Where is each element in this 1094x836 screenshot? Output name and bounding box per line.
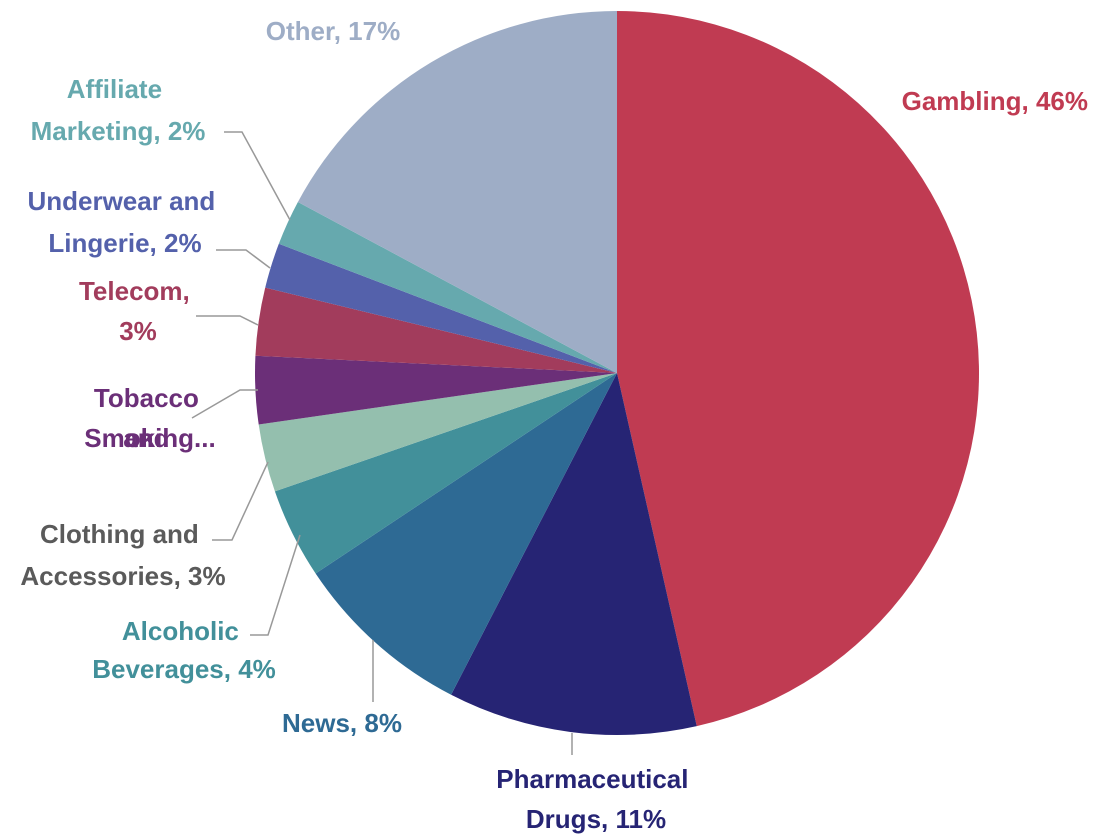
leader-line: [250, 534, 301, 636]
pie-slice: [258, 373, 617, 492]
leader-line: [224, 131, 291, 221]
pie-slice: [255, 355, 617, 425]
label-line: Accessories, 3%: [20, 561, 225, 591]
slice-label: Tobacco and Smoking...: [84, 383, 215, 453]
label-line: Underwear and: [27, 186, 222, 216]
label-line: Tobacco: [94, 383, 206, 413]
label-line: Pharmaceutical: [496, 764, 695, 794]
label-line: Other, 17%: [266, 16, 400, 46]
pie-slice: [297, 10, 617, 373]
label-line: Gambling, 46%: [902, 86, 1088, 116]
label-line: Alcoholic: [122, 616, 246, 646]
label-line: Telecom,: [79, 276, 197, 306]
pie-slice: [315, 373, 617, 695]
label-line: Clothing and: [40, 519, 206, 549]
pie-slice: [274, 373, 617, 574]
slice-label: News, 8%: [282, 708, 402, 738]
slice-label: Gambling, 46%: [902, 86, 1088, 116]
label-line: and: [123, 423, 176, 453]
label-line: Lingerie, 2%: [48, 228, 201, 258]
label-line: News, 8%: [282, 708, 402, 738]
label-line: Drugs, 11%: [526, 804, 666, 834]
slice-label: Underwear and Lingerie, 2%: [27, 186, 222, 258]
slice-label: Pharmaceutical Drugs, 11%: [496, 764, 695, 834]
leader-line: [216, 249, 271, 269]
pie-slice: [451, 373, 697, 735]
slice-label: Telecom, 3%: [79, 276, 197, 346]
slice-label: Affiliate Marketing, 2%: [31, 74, 206, 146]
leader-line: [196, 315, 259, 326]
pie-slice: [265, 243, 617, 373]
slice-label: Other, 17%: [266, 16, 400, 46]
slice-label: Alcoholic Beverages, 4%: [92, 616, 276, 684]
pie-slice: [617, 11, 980, 727]
label-line: 3%: [119, 316, 157, 346]
leader-line: [191, 389, 258, 419]
pie-slice: [278, 202, 617, 373]
label-line: Marketing, 2%: [31, 116, 206, 146]
leader-line: [212, 461, 269, 541]
label-line: Beverages, 4%: [92, 654, 276, 684]
label-line: Affiliate: [67, 74, 170, 104]
label-line: Smoking...: [84, 423, 215, 453]
slice-label: Clothing and Accessories, 3%: [20, 519, 225, 591]
pie-slice: [255, 287, 617, 373]
